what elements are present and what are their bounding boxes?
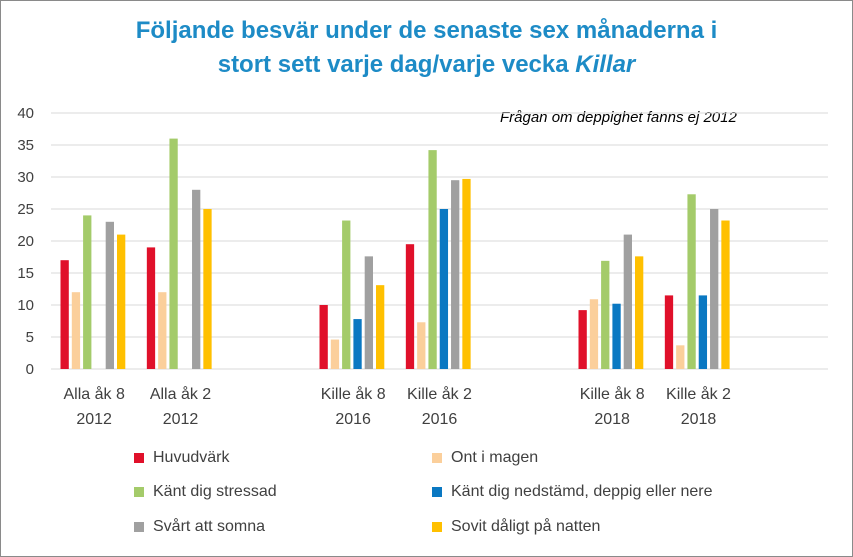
x-tick-label-year: 2016 xyxy=(335,411,371,428)
bar xyxy=(342,220,351,369)
bar xyxy=(71,292,81,369)
bar xyxy=(376,285,385,369)
x-tick-label: Kille åk 2 xyxy=(407,385,472,403)
bar xyxy=(676,345,685,369)
bar xyxy=(146,247,156,369)
x-tick-label-year: 2018 xyxy=(681,411,717,428)
x-tick-label-year: 2016 xyxy=(422,411,458,428)
bar xyxy=(319,305,328,369)
bar xyxy=(601,260,610,369)
y-tick-label: 20 xyxy=(17,233,34,250)
legend-label: Sovit dåligt på natten xyxy=(451,518,601,535)
y-tick-label: 5 xyxy=(26,329,34,346)
y-tick-label: 30 xyxy=(17,169,34,186)
legend-item: Svårt att somna xyxy=(134,518,265,536)
legend-item: Känt dig nedstämd, deppig eller nere xyxy=(432,483,713,501)
legend-label: Huvudvärk xyxy=(153,449,230,466)
legend-label: Känt dig nedstämd, deppig eller nere xyxy=(451,483,713,500)
legend-item: Känt dig stressad xyxy=(134,483,277,501)
legend-label: Ont i magen xyxy=(451,449,539,466)
y-tick-label: 10 xyxy=(17,297,34,314)
legend-swatch xyxy=(134,487,144,497)
title-line-2: stort sett varje dag/varje vecka Killar xyxy=(0,48,853,82)
legend-swatch xyxy=(432,487,442,497)
bar xyxy=(60,260,69,369)
bar xyxy=(664,295,674,369)
bar xyxy=(710,209,719,369)
legend-swatch xyxy=(134,522,144,532)
x-tick-label-year: 2012 xyxy=(163,411,199,428)
x-tick-label: Kille åk 8 xyxy=(580,385,645,403)
legend-item: Ont i magen xyxy=(432,449,538,467)
y-tick-label: 15 xyxy=(17,265,34,282)
bar xyxy=(158,292,167,369)
bar xyxy=(353,319,362,369)
legend-item: Huvudvärk xyxy=(134,449,229,467)
bar xyxy=(721,220,730,369)
legend-swatch xyxy=(432,522,442,532)
legend-swatch xyxy=(432,453,442,463)
bar xyxy=(405,244,415,369)
bar xyxy=(117,234,126,369)
bar xyxy=(364,256,373,369)
chart-title: Följande besvär under de senaste sex mån… xyxy=(0,14,853,82)
bar xyxy=(451,180,460,369)
bar xyxy=(635,256,644,369)
y-tick-label: 0 xyxy=(26,361,34,378)
x-tick-label: Kille åk 2 xyxy=(666,385,731,403)
bar xyxy=(612,303,621,369)
bar xyxy=(428,150,437,369)
y-tick-label: 35 xyxy=(17,137,34,154)
bar xyxy=(623,234,632,369)
bar xyxy=(698,295,708,369)
bar xyxy=(169,138,178,369)
legend-swatch xyxy=(134,453,144,463)
y-tick-label: 40 xyxy=(17,105,34,122)
y-tick-label: 25 xyxy=(17,201,34,218)
legend-label: Känt dig stressad xyxy=(153,483,277,500)
title-line-2-emphasis: Killar xyxy=(575,51,636,78)
title-line-2-text: stort sett varje dag/varje vecka xyxy=(217,51,576,78)
x-tick-label: Kille åk 8 xyxy=(321,385,386,403)
x-tick-label: Alla åk 2 xyxy=(150,385,211,403)
bar xyxy=(687,194,696,369)
bar xyxy=(83,215,92,369)
x-tick-label-year: 2018 xyxy=(594,411,630,428)
x-tick-label: Alla åk 8 xyxy=(63,385,124,403)
bar xyxy=(203,209,212,369)
legend-item: Sovit dåligt på natten xyxy=(432,518,600,536)
title-line-1: Följande besvär under de senaste sex mån… xyxy=(135,17,718,44)
bar xyxy=(192,189,201,369)
bar xyxy=(330,339,340,369)
bar xyxy=(105,221,114,369)
bar xyxy=(417,322,426,369)
legend-label: Svårt att somna xyxy=(153,518,266,535)
x-tick-label-year: 2012 xyxy=(76,411,112,428)
bar xyxy=(578,310,587,369)
bar xyxy=(589,299,599,369)
bar xyxy=(439,209,449,369)
bar xyxy=(462,178,471,369)
